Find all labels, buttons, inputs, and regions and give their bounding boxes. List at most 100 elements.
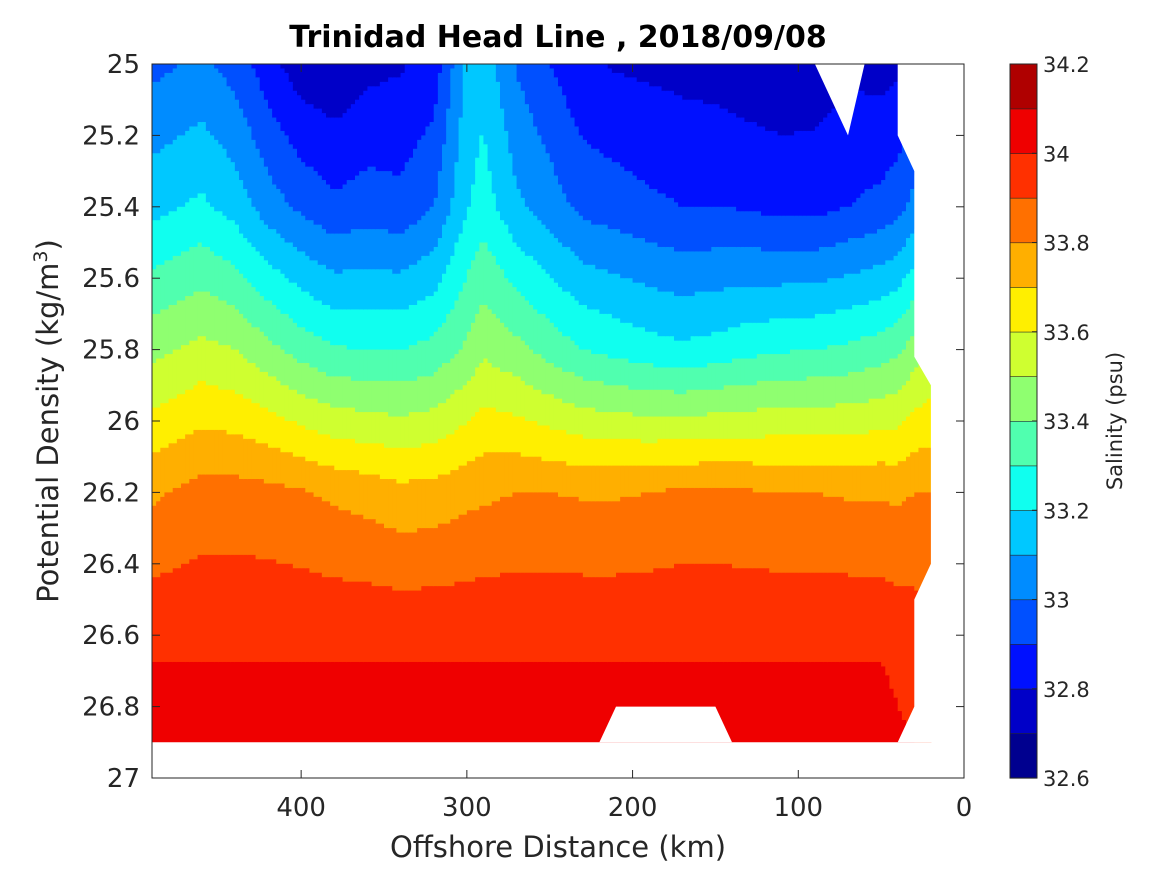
contour-cell: [562, 403, 567, 431]
contour-cell: [839, 376, 845, 404]
contour-cell: [819, 64, 824, 123]
contour-cell: [703, 461, 708, 489]
contour-cell: [819, 434, 824, 467]
contour-cell: [350, 309, 356, 351]
contour-cell: [748, 358, 754, 386]
contour-cell: [661, 367, 667, 391]
contour-cell: [819, 492, 824, 574]
contour-cell: [761, 126, 766, 217]
contour-cell: [810, 318, 816, 351]
contour-cell: [330, 407, 335, 440]
contour-cell: [620, 322, 625, 360]
missing-data-gaps: [152, 64, 964, 778]
contour-cell: [450, 470, 456, 520]
contour-cell: [392, 77, 398, 177]
contour-cell: [603, 313, 609, 355]
contour-cell: [657, 389, 663, 418]
y-tick-label: 25.2: [82, 121, 140, 151]
contour-cell: [727, 661, 733, 743]
contour-cell: [334, 376, 340, 409]
contour-cell: [450, 197, 456, 257]
contour-cell: [384, 528, 389, 587]
contour-cell: [661, 568, 667, 663]
contour-cell: [201, 291, 207, 337]
contour-cell: [172, 139, 178, 212]
contour-cell: [355, 412, 360, 444]
contour-cell: [682, 340, 688, 369]
contour-cell: [657, 465, 663, 493]
contour-cell: [682, 99, 688, 208]
contour-cell: [798, 572, 804, 663]
contour-cell: [852, 465, 857, 502]
contour-cell: [798, 661, 804, 743]
contour-cell: [280, 238, 286, 275]
contour-cell: [864, 304, 870, 337]
contour-cell: [744, 122, 750, 212]
contour-cell: [446, 108, 451, 217]
contour-cell: [350, 438, 356, 471]
contour-cell: [313, 496, 319, 574]
contour-cell: [653, 287, 659, 333]
contour-cell: [288, 318, 294, 355]
contour-cell: [520, 572, 526, 663]
contour-cell: [508, 233, 514, 284]
contour-cell: [785, 572, 791, 663]
contour-cell: [690, 296, 696, 337]
contour-cell: [533, 354, 538, 391]
contour-cell: [529, 572, 534, 663]
contour-cell: [889, 86, 895, 168]
contour-cell: [814, 661, 820, 743]
contour-cell: [504, 327, 509, 373]
contour-cell: [901, 278, 907, 315]
contour-cell: [881, 296, 886, 333]
contour-cell: [442, 322, 447, 364]
contour-cell: [607, 438, 613, 467]
contour-cell: [417, 528, 422, 592]
contour-cell: [342, 345, 348, 377]
contour-cell: [185, 661, 190, 743]
contour-cell: [578, 376, 584, 409]
contour-cell: [334, 505, 340, 578]
contour-cell: [872, 64, 878, 96]
contour-cell: [367, 443, 373, 476]
contour-cell: [790, 64, 795, 136]
contour-cell: [487, 64, 493, 172]
contour-cell: [603, 412, 609, 440]
contour-cell: [313, 224, 319, 261]
contour-cell: [752, 661, 758, 743]
contour-cell: [458, 233, 464, 293]
contour-cell: [752, 122, 758, 212]
contour-cell: [773, 287, 779, 319]
contour-cell: [371, 86, 377, 168]
colorbar-segment: [1009, 286, 1038, 333]
contour-cell: [471, 184, 476, 261]
contour-cell: [740, 287, 746, 324]
contour-cell: [562, 371, 567, 404]
contour-cell: [446, 474, 451, 525]
contour-cell: [599, 501, 605, 578]
contour-cell: [682, 394, 688, 418]
contour-cell: [520, 296, 526, 342]
contour-cell: [831, 465, 837, 498]
contour-cell: [280, 193, 286, 239]
contour-cell: [587, 309, 592, 351]
contour-cell: [839, 661, 845, 743]
contour-cell: [259, 443, 265, 480]
contour-cell: [744, 487, 750, 569]
contour-cell: [881, 461, 886, 502]
contour-cell: [330, 376, 335, 409]
contour-cell: [193, 661, 199, 743]
y-tick-label: 25: [107, 50, 140, 80]
contour-cell: [711, 64, 717, 105]
contour-cell: [309, 331, 315, 369]
colorbar-segment: [1009, 108, 1038, 154]
contour-cell: [707, 412, 712, 440]
contour-cell: [483, 64, 489, 145]
contour-cell: [230, 220, 236, 266]
contour-cell: [607, 465, 613, 502]
contour-cell: [234, 171, 240, 226]
contour-cell: [653, 492, 659, 569]
contour-cell: [553, 282, 559, 328]
contour-cell: [268, 175, 273, 230]
